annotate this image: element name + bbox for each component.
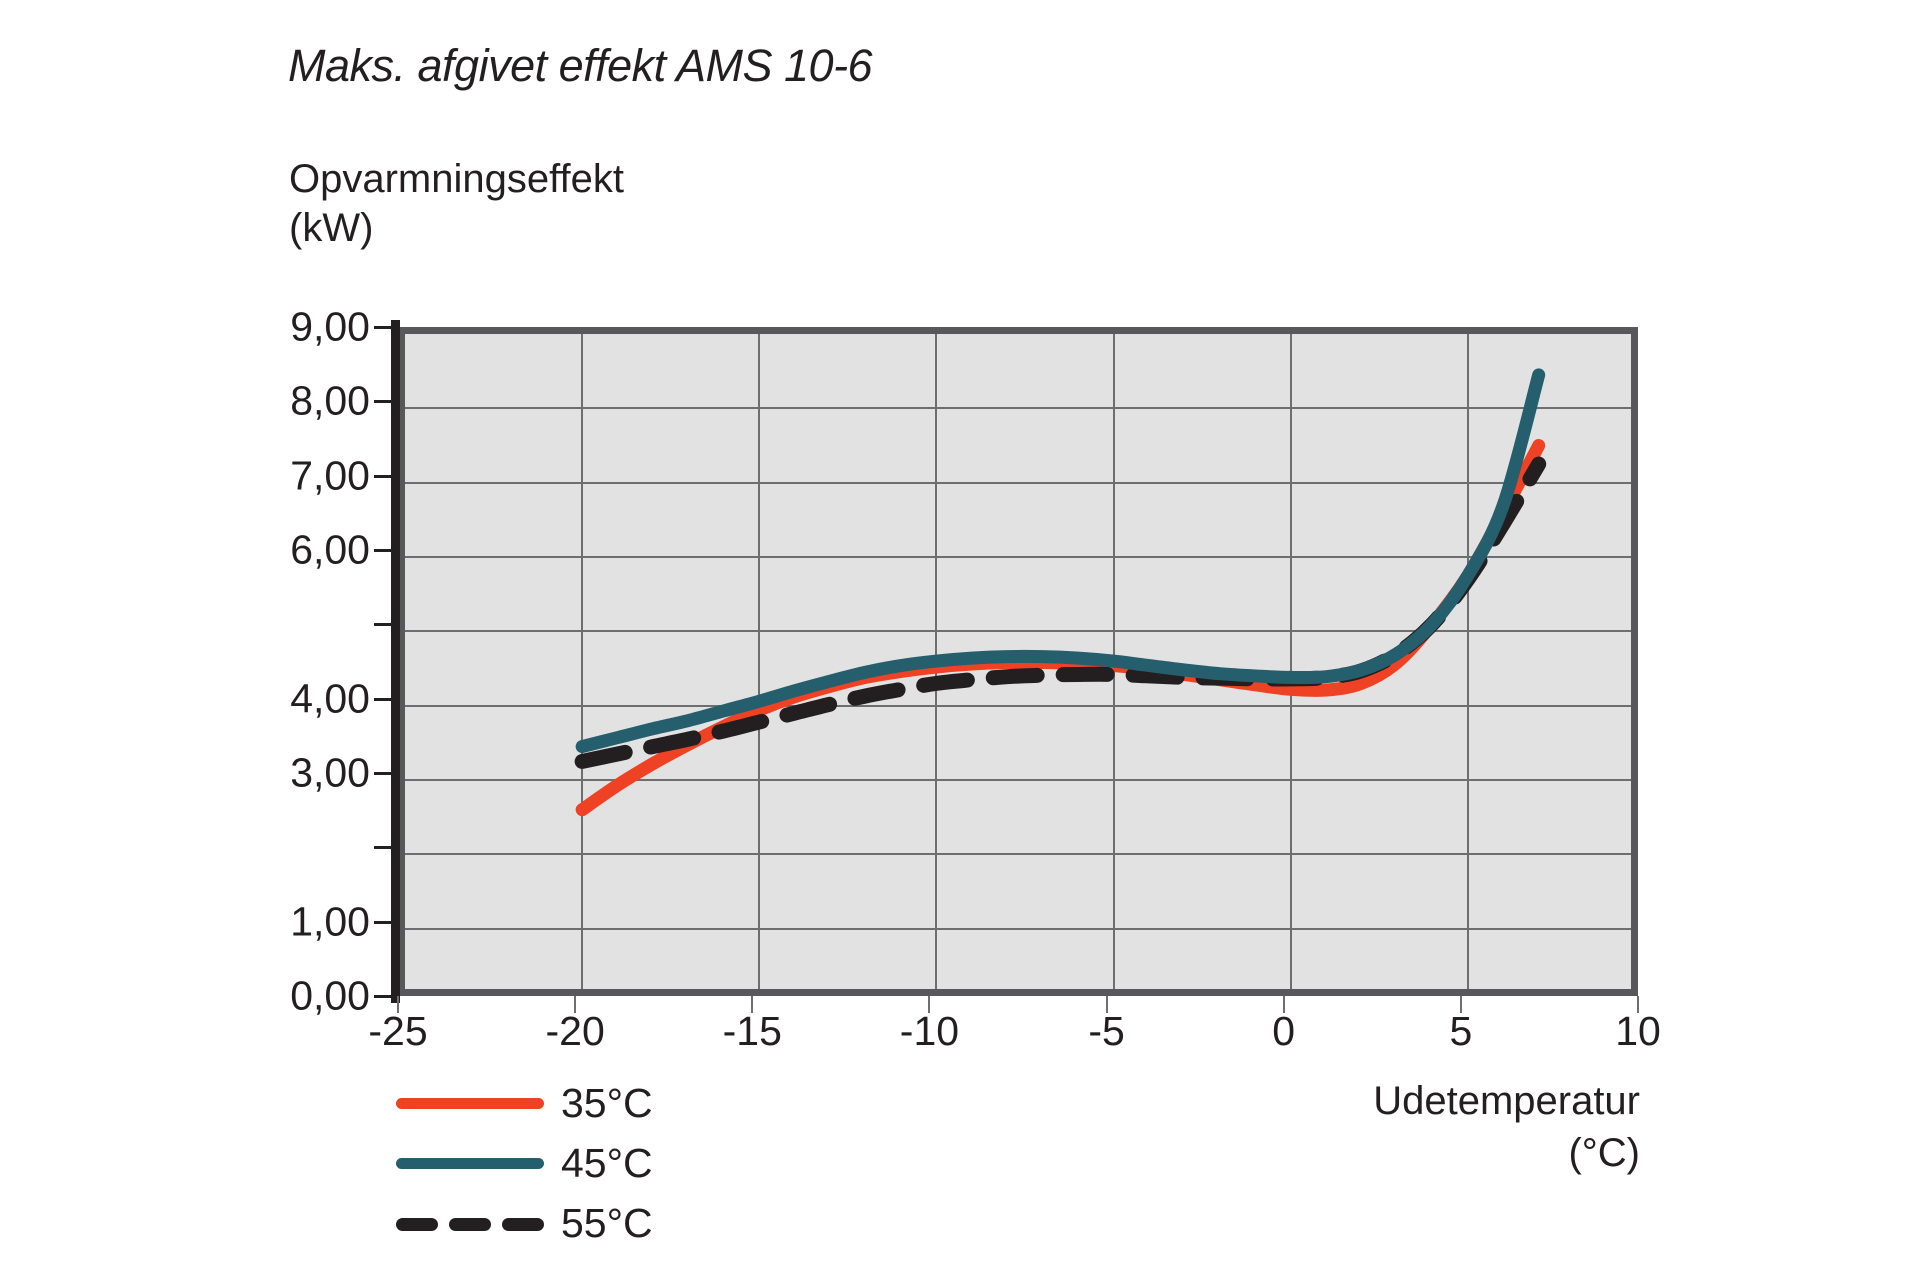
x-tick-label: 5 [1449,1008,1473,1054]
x-tick-label: -5 [1088,1008,1125,1054]
y-tick-label: 3,00 [290,749,370,796]
x-tick-mark [928,996,931,1013]
legend-swatch-45c [396,1157,544,1169]
y-tick-mark [374,623,393,627]
x-tick-mark [1637,996,1639,1013]
gridline-vertical [581,334,584,989]
y-tick-mark [374,846,393,850]
x-tick-mark [397,996,399,1013]
x-tick-label: -10 [899,1008,960,1054]
x-axis-title-text: Udetemperatur [1373,1079,1640,1123]
x-tick-label: -25 [368,1008,428,1054]
y-tick-label: 7,00 [290,452,370,499]
gridline-vertical [758,334,761,989]
x-tick-mark [1459,996,1462,1013]
y-axis-spine [391,320,400,1003]
chart-title: Maks. afgivet effekt AMS 10-6 [288,40,873,91]
y-tick-label: 8,00 [290,377,370,424]
gridline-horizontal [405,853,1631,856]
y-tick-label-group: 0,00 1,00 3,00 4,00 6,00 7,00 8,00 9,00 [230,0,370,1280]
y-tick-mark [374,326,393,329]
x-tick-label: 0 [1272,1008,1296,1054]
x-axis-title: Udetemperatur (°C) [1060,1075,1640,1179]
y-tick-mark [374,474,393,478]
legend-swatch-35c [396,1097,544,1109]
gridline-horizontal [405,927,1631,930]
y-tick-label: 1,00 [290,898,370,945]
x-tick-label: -15 [722,1008,782,1054]
gridline-horizontal [405,630,1631,633]
y-tick-mark [374,772,393,775]
y-tick-label: 0,00 [290,972,370,1019]
gridline-vertical [1466,334,1469,989]
gridline-horizontal [405,481,1631,484]
gridline-horizontal [405,704,1631,707]
chart-legend: 35°C 45°C 55°C [396,1073,816,1253]
y-tick-mark [374,995,393,998]
y-axis-title: Opvarmningseffekt (kW) [289,157,624,250]
y-tick-mark [374,400,393,404]
y-tick-mark [374,549,393,552]
y-tick-mark [374,697,393,701]
x-axis-unit-text: (°C) [1568,1131,1640,1175]
legend-swatch-55c [396,1217,544,1231]
x-tick-mark [574,996,577,1013]
series-line-45c [575,368,1546,754]
gridline-horizontal [405,556,1631,558]
legend-item[interactable]: 55°C [396,1193,816,1253]
x-tick-label: -20 [545,1008,605,1054]
x-tick-mark [751,996,754,1013]
legend-label: 55°C [561,1199,653,1246]
y-tick-label: 9,00 [290,303,370,350]
y-tick-label: 4,00 [290,675,370,722]
x-tick-mark [1282,996,1285,1013]
plot-area [398,327,1638,996]
legend-label: 35°C [561,1079,653,1126]
gridline-vertical [1289,334,1292,989]
y-tick-mark [374,920,393,924]
y-tick-label: 6,00 [290,526,370,573]
gridline-horizontal [405,779,1631,781]
legend-label: 45°C [561,1139,653,1186]
x-tick-label: 10 [1615,1008,1661,1054]
legend-item[interactable]: 45°C [396,1133,816,1193]
series-canvas [574,368,1547,817]
legend-item[interactable]: 35°C [396,1073,816,1133]
gridline-horizontal [405,407,1631,410]
x-tick-mark [1105,996,1108,1013]
series-line-35c [575,439,1546,817]
